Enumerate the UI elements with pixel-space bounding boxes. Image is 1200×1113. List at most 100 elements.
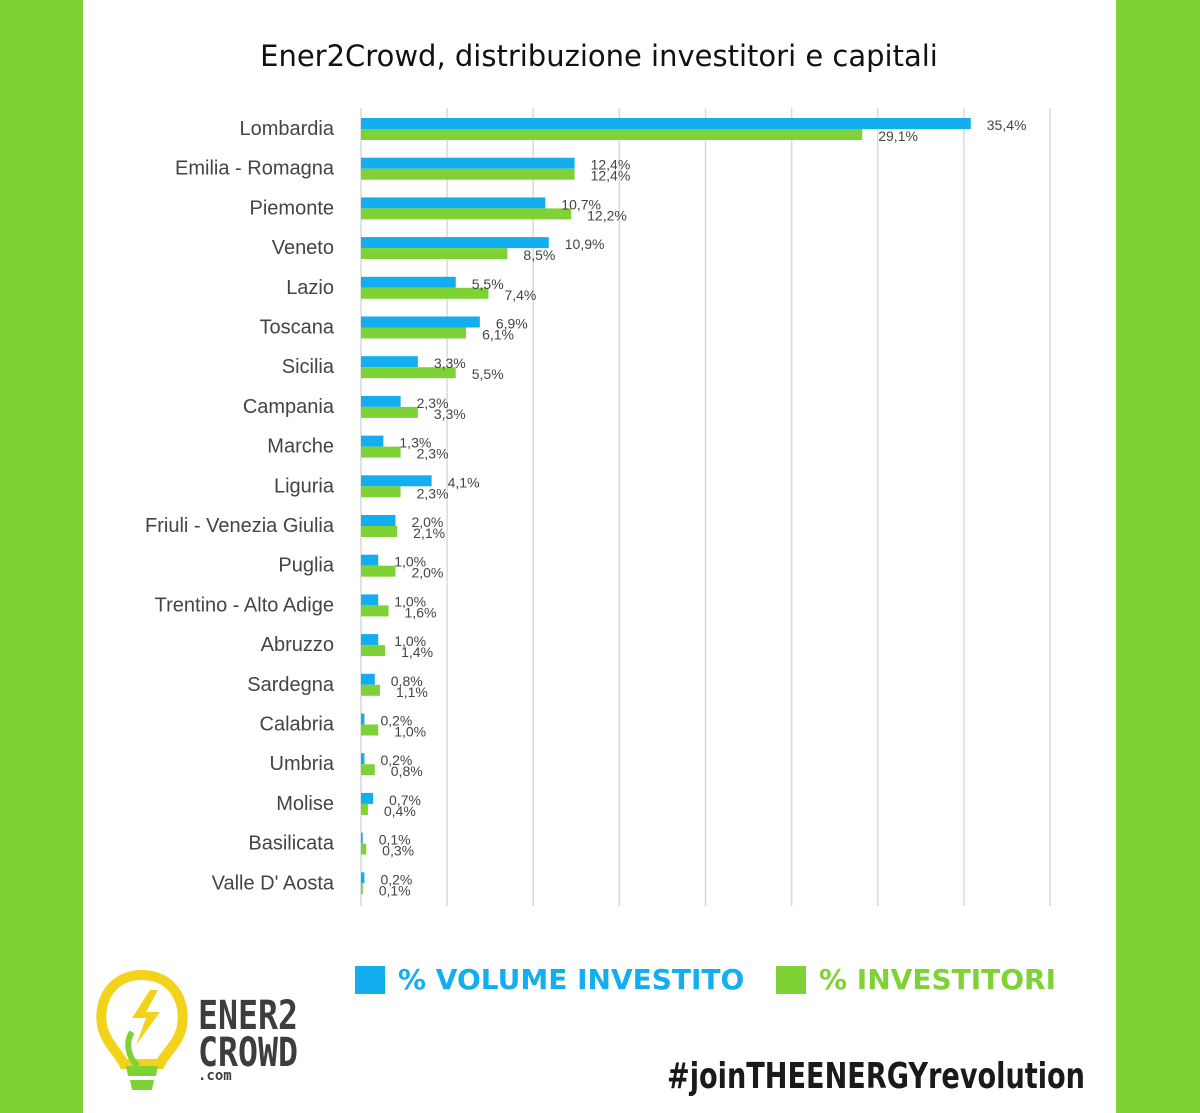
bar [361,276,456,288]
bar [361,287,489,299]
legend: % VOLUME INVESTITO % INVESTITORI [355,963,1056,996]
data-label: 0,1% [379,832,411,848]
category-label: Puglia [278,555,334,577]
bar [361,446,401,458]
data-label: 35,4% [987,117,1027,133]
data-label: 0,7% [389,792,421,808]
bar [361,118,971,129]
data-label: 12,4% [591,157,631,173]
data-label: 8,5% [523,247,555,263]
bar [361,515,396,526]
bar [361,237,549,249]
bar [361,883,363,895]
bar [361,792,374,804]
bar [361,724,379,736]
data-label: 3,3% [434,406,466,422]
bar [361,327,467,339]
hashtag: #joinTHEENERGYrevolution [667,1056,1085,1097]
bar [361,764,375,776]
logo-line3: .com [198,1068,232,1084]
lightbulb-icon [96,969,188,1090]
bar [361,872,365,884]
category-labels: Lombardia Emilia - Romagna Piemonte Veneto L… [145,118,335,894]
bar [361,406,418,418]
bar [361,208,572,220]
data-label: 5,5% [472,366,504,382]
bar [361,832,363,844]
bar [361,356,418,368]
data-label: 0,1% [379,882,411,898]
bar [361,475,432,487]
bar [361,526,398,537]
data-label: 0,2% [380,871,412,887]
bar [361,594,379,606]
bar [361,843,367,855]
bar [361,395,401,407]
data-label: 0,2% [380,713,412,729]
data-label: 0,8% [391,763,423,779]
category-label: Basilicata [248,833,334,855]
data-label: 2,3% [417,395,449,411]
category-label: Umbria [270,753,335,775]
bar [361,248,508,260]
bar [361,168,575,180]
data-label: 12,4% [591,168,631,184]
data-labels: 35,4% 29,1% 12,4%12,4% 10,7%12,2% 10,9% 8,5% 5… [379,117,1027,898]
bar [361,645,386,657]
data-label: 6,9% [496,316,528,332]
bar [361,367,456,379]
chart-title: Ener2Crowd, distribuzione investitori e … [260,39,938,73]
category-label: Abruzzo [261,634,334,656]
legend-swatch-investitori [776,966,806,994]
bar [361,197,546,209]
category-label: Marche [267,436,334,458]
data-label: 5,5% [472,276,504,292]
category-label: Lazio [286,277,334,299]
bar [361,605,389,617]
data-label: 1,0% [394,593,426,609]
category-label: Lombardia [239,118,334,140]
data-label: 12,2% [587,207,627,223]
data-label: 1,3% [399,435,431,451]
data-label: 2,0% [411,565,443,581]
category-label: Piemonte [250,197,335,219]
data-label: 7,4% [504,287,536,303]
data-label: 2,3% [417,446,449,462]
data-label: 1,1% [396,684,428,700]
data-label: 1,6% [405,604,437,620]
bar [361,565,396,577]
category-label: Trentino - Alto Adige [155,594,334,616]
data-label: 10,9% [565,236,605,252]
bar [361,435,384,447]
data-label: 3,3% [434,355,466,371]
bar [361,684,380,696]
bar [361,486,401,498]
bar [361,634,379,646]
data-label: 1,0% [394,724,426,740]
data-label: 2,0% [411,514,443,530]
data-label: 2,3% [417,485,449,501]
data-label: 1,4% [401,644,433,660]
logo: ENER2 CROWD .com [96,969,298,1090]
logo-line2: CROWD [198,1030,298,1076]
data-label: 1,0% [394,633,426,649]
data-label: 0,2% [380,752,412,768]
bar [361,713,365,725]
data-label: 0,8% [391,673,423,689]
category-label: Veneto [272,237,334,259]
data-label: 4,1% [448,474,480,490]
category-label: Sardegna [247,674,335,696]
category-label: Liguria [274,475,335,497]
category-label: Calabria [260,714,335,736]
data-label: 10,7% [561,196,601,212]
data-label: 29,1% [878,128,918,144]
bar [361,554,379,566]
bar [361,129,863,140]
legend-label-investitori: % INVESTITORI [819,963,1056,996]
data-label: 6,1% [482,327,514,343]
category-label: Friuli - Venezia Giulia [145,515,335,537]
category-label: Toscana [260,317,335,339]
data-label: 0,3% [382,843,414,859]
data-label: 2,1% [413,525,445,541]
